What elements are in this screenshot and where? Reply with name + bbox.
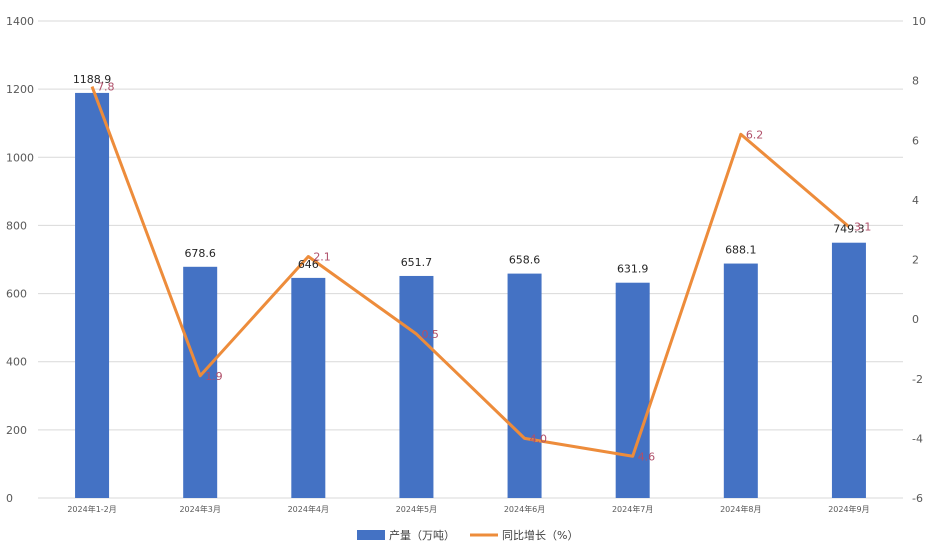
bar-data-label: 651.7 <box>401 256 433 269</box>
y-right-tick-label: 6 <box>912 134 919 147</box>
grid <box>38 20 903 499</box>
x-tick-label: 2024年7月 <box>612 504 653 514</box>
y-right-tick-label: 2 <box>912 254 919 267</box>
legend: 产量（万吨） 同比增长（%） <box>357 528 578 542</box>
x-tick-label: 2024年9月 <box>828 504 869 514</box>
series-line <box>90 86 850 458</box>
legend-swatch-bar <box>357 530 385 540</box>
y-left-tick-label: 600 <box>6 288 27 301</box>
bar <box>615 282 650 498</box>
legend-label-bar: 产量（万吨） <box>389 528 455 542</box>
bar-data-label: 658.6 <box>509 254 541 267</box>
x-tick-label: 2024年4月 <box>288 504 329 514</box>
y-right-tick-label: 8 <box>912 75 919 88</box>
line-data-label: 1.9 <box>205 370 223 383</box>
bar-data-label: 688.1 <box>725 244 757 257</box>
y-left-tick-label: 1400 <box>6 15 34 28</box>
x-tick-label: 2024年3月 <box>179 504 220 514</box>
bar-data-label: 631.9 <box>617 263 649 276</box>
y-right-tick-label: 0 <box>912 313 919 326</box>
y-axis-left: 0 200 400 600 800 1000 1200 1400 <box>6 15 34 505</box>
legend-label-line: 同比增长（%） <box>502 528 578 542</box>
y-right-tick-label: -2 <box>912 373 923 386</box>
y-right-tick-label: -4 <box>912 432 923 445</box>
y-left-tick-label: 1000 <box>6 151 34 164</box>
bar <box>183 266 218 498</box>
y-left-tick-label: 1200 <box>6 83 34 96</box>
line-data-label: 2.1 <box>313 251 331 264</box>
bar <box>507 273 542 498</box>
bar <box>399 275 434 498</box>
x-tick-label: 2024年8月 <box>720 504 761 514</box>
y-right-tick-label: -6 <box>912 492 923 505</box>
y-right-tick-label: 10 <box>912 15 926 28</box>
x-axis: 2024年1-2月 2024年3月 2024年4月 2024年5月 2024年6月 202… <box>67 504 869 514</box>
y-left-tick-label: 0 <box>6 492 13 505</box>
bar-data-label: 646 <box>298 258 319 271</box>
line-data-label: 6.2 <box>746 128 764 141</box>
y-left-tick-label: 200 <box>6 424 27 437</box>
line-series: 1188.9 678.6 646 651.7 658.6 631.9 688.1 749.3 7… <box>73 73 872 463</box>
line-data-label: 0.5 <box>421 328 439 341</box>
bar <box>75 92 110 498</box>
line-data-label: 7.8 <box>97 81 115 94</box>
line-data-label: 4.0 <box>530 432 548 445</box>
bar-data-label: 749.3 <box>833 223 865 236</box>
line-data-label: 3.1 <box>854 221 872 234</box>
bar <box>291 277 326 498</box>
bar-data-label: 1188.9 <box>73 73 112 86</box>
bar-data-label: 678.6 <box>184 247 216 260</box>
y-axis-right: -6 -4 -2 0 2 4 6 8 10 <box>912 15 926 505</box>
y-right-tick-label: 4 <box>912 194 919 207</box>
bar <box>723 263 758 498</box>
x-tick-label: 2024年5月 <box>396 504 437 514</box>
bar <box>831 242 866 498</box>
line-data-label: 4.6 <box>638 450 656 463</box>
x-tick-label: 2024年1-2月 <box>67 504 116 514</box>
x-tick-label: 2024年6月 <box>504 504 545 514</box>
bar-series <box>75 92 866 498</box>
y-left-tick-label: 400 <box>6 356 27 369</box>
y-left-tick-label: 800 <box>6 219 27 232</box>
